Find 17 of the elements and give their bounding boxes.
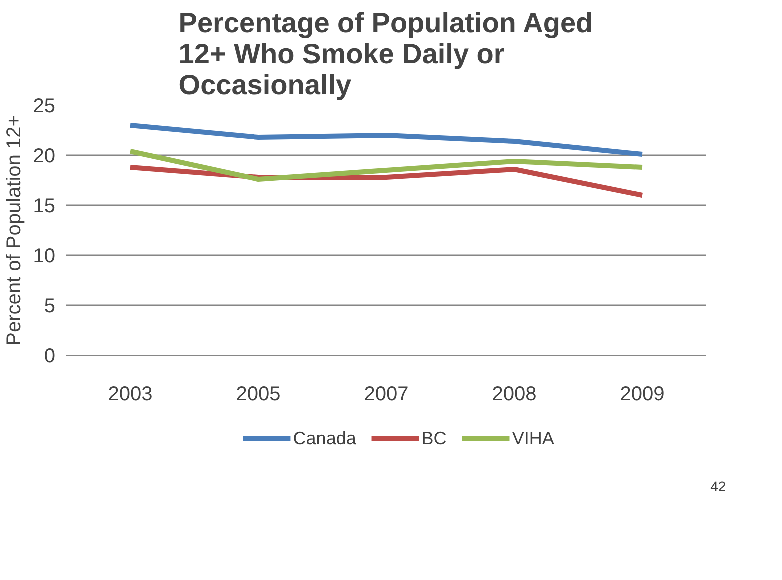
chart-title: Percentage of Population Aged 12+ Who Smoke Daily or Occasionally: [178, 8, 594, 100]
x-tick-label: 2009: [620, 384, 665, 406]
x-tick-label: 2003: [108, 384, 153, 406]
text: 42: [710, 478, 726, 494]
legend-label: Canada: [293, 428, 358, 448]
x-tick-label: 2007: [364, 384, 409, 406]
x-tick-label: 2008: [492, 384, 537, 406]
y-tick-label: 10: [33, 246, 56, 268]
legend-label: VIHA: [512, 428, 554, 448]
y-tick-label: 5: [44, 296, 56, 318]
y-tick-label: 0: [44, 346, 56, 368]
y-tick-label: 25: [33, 96, 56, 118]
y-tick-label: 15: [33, 196, 56, 218]
y-axis-title: Percent of Population 12+: [3, 115, 26, 346]
y-tick-label: 20: [33, 146, 56, 168]
x-tick-label: 2005: [236, 384, 281, 406]
legend-label: BC: [422, 428, 447, 448]
